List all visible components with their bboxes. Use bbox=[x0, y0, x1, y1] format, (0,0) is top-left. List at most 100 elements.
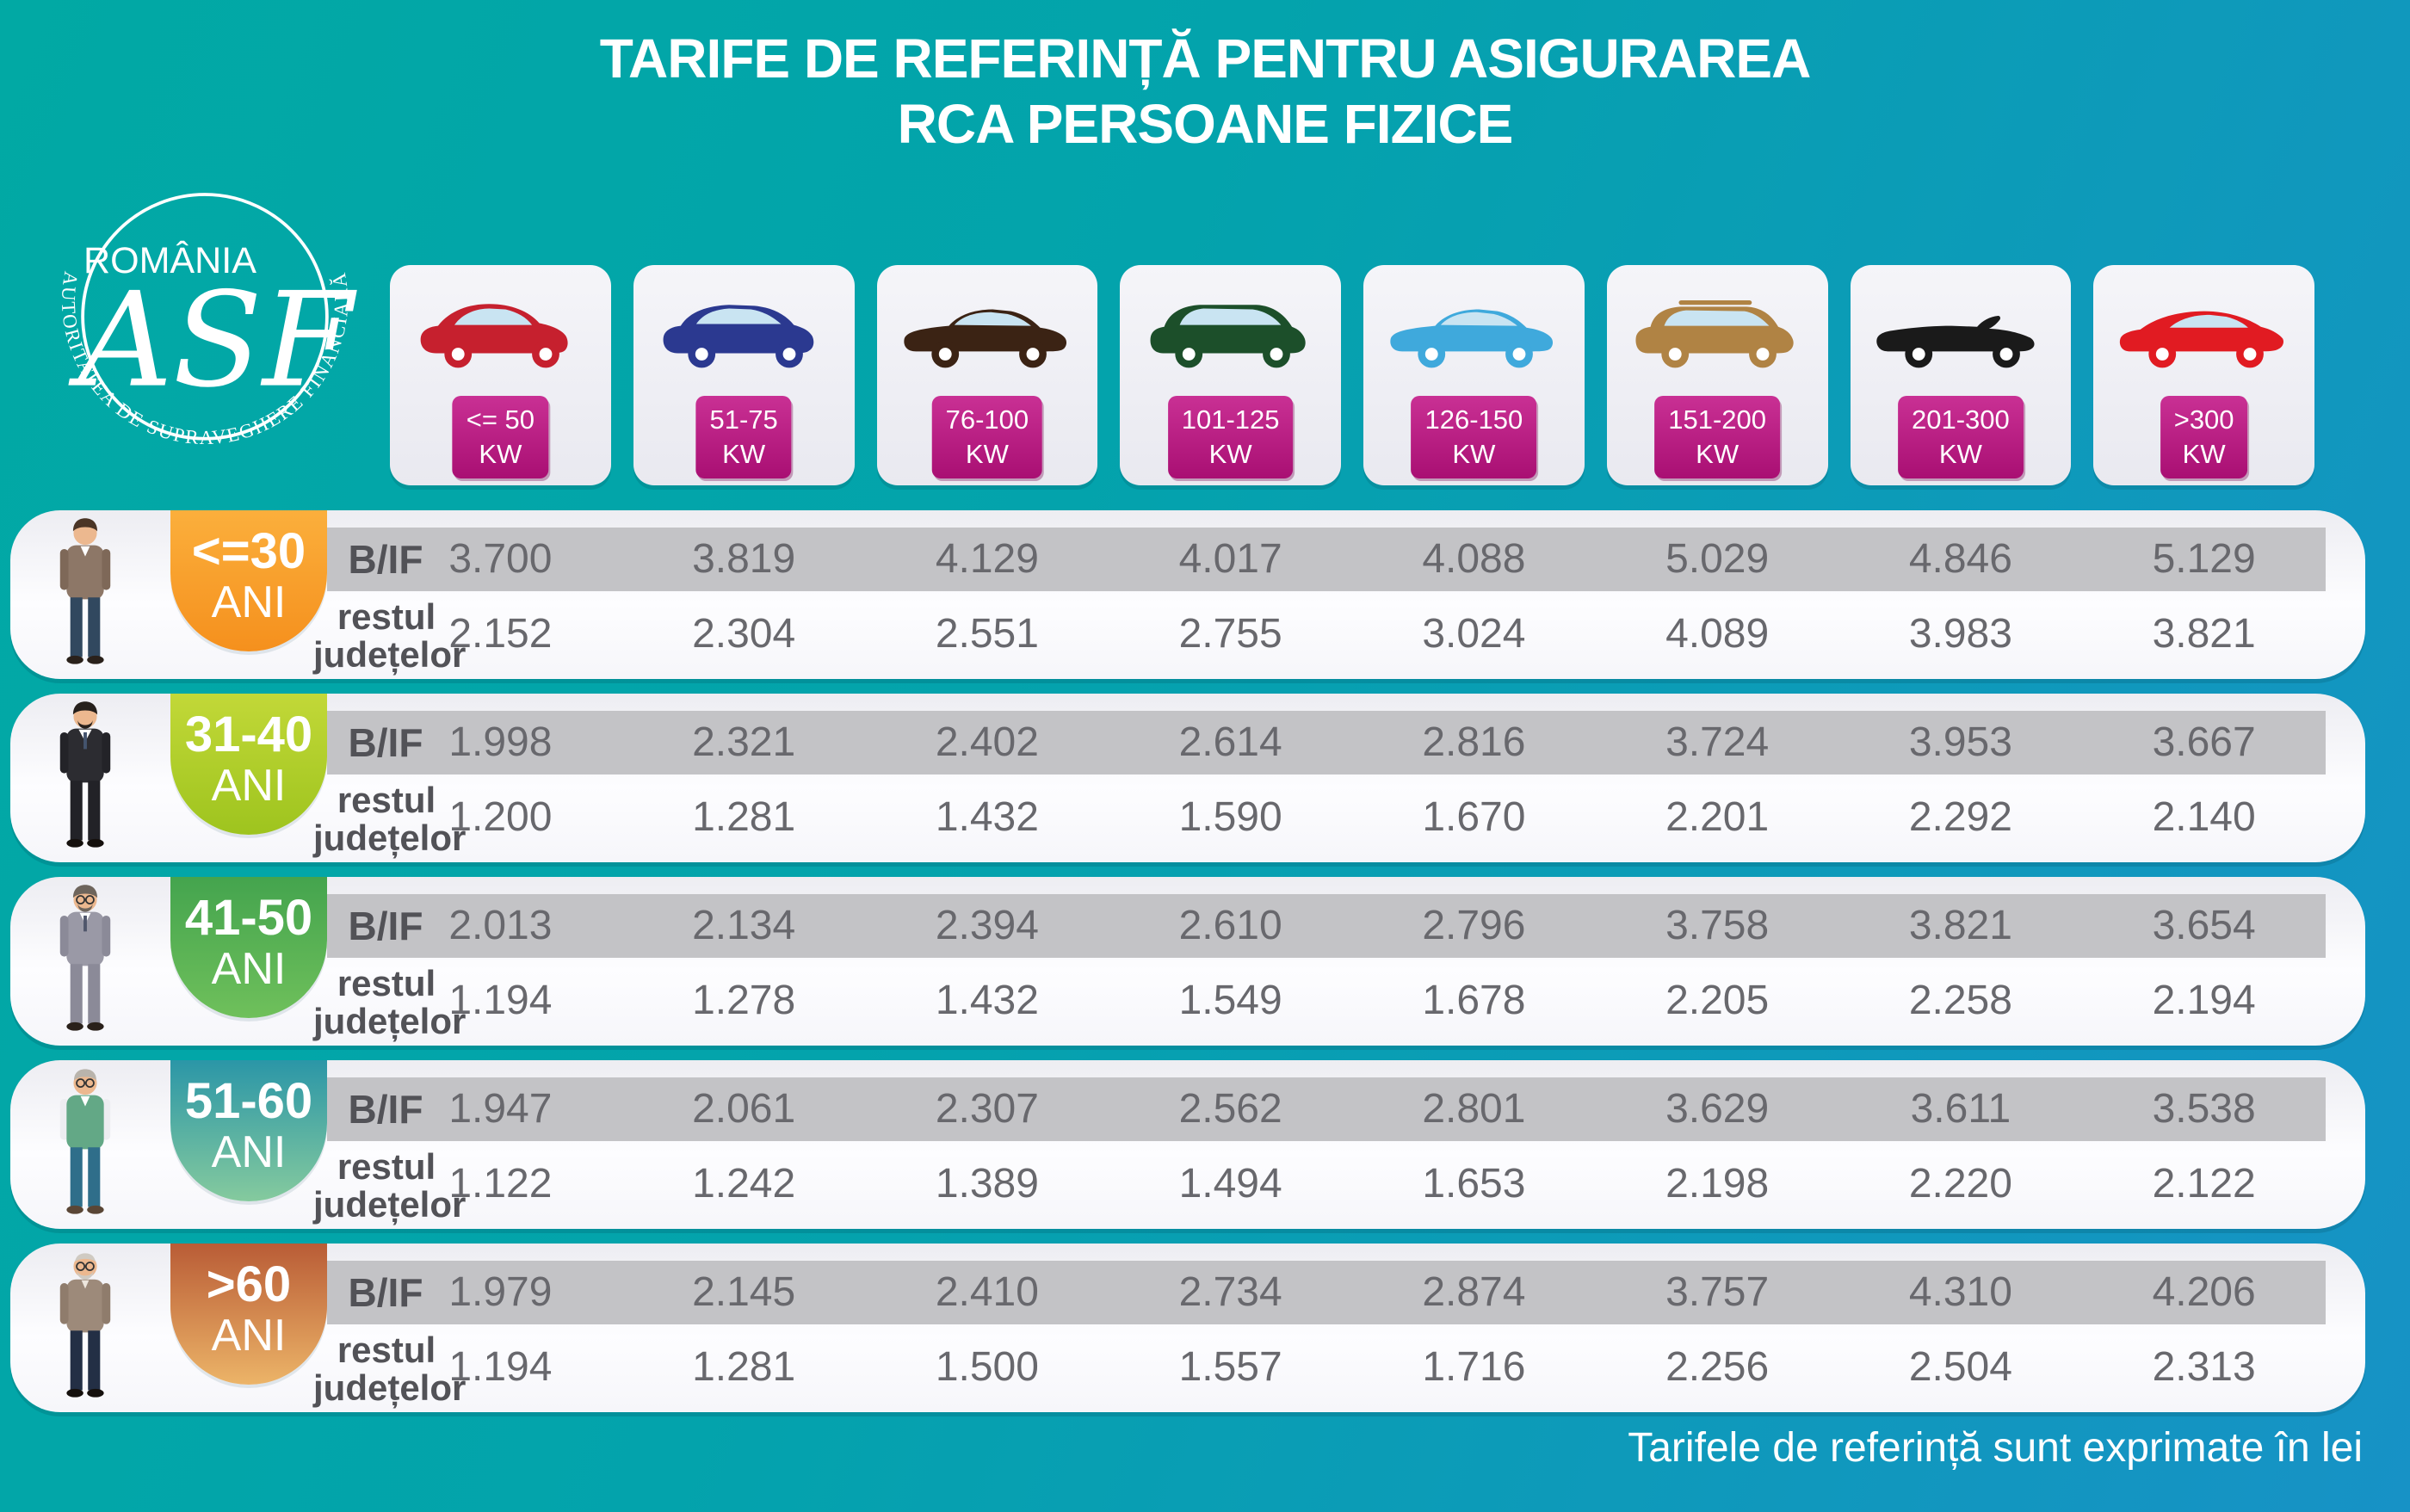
tariff-value: 1.979 bbox=[448, 1269, 553, 1315]
tariff-value: 1.389 bbox=[935, 1161, 1039, 1207]
tariff-value: 2.796 bbox=[1422, 903, 1526, 948]
power-class-card-4: 101-125 KW bbox=[1120, 265, 1341, 485]
tariff-value: 2.734 bbox=[1178, 1269, 1282, 1315]
rest-label-line2: județelor bbox=[313, 818, 467, 858]
tariff-value: 2.801 bbox=[1422, 1086, 1526, 1132]
unit-footnote: Tarifele de referință sunt exprimate în … bbox=[1628, 1425, 2363, 1471]
bif-label: B/IF bbox=[348, 537, 423, 582]
rest-values-row: 1.194 1.281 1.500 1.557 1.716 2.256 2.50… bbox=[379, 1330, 2326, 1405]
rest-values-row: 2.152 2.304 2.551 2.755 3.024 4.089 3.98… bbox=[379, 596, 2326, 672]
car-crossover-blue-icon bbox=[663, 305, 814, 368]
tariff-value: 2.504 bbox=[1908, 1344, 2012, 1390]
tariff-value: 1.500 bbox=[935, 1344, 1039, 1390]
bif-values-row: 3.700 3.819 4.129 4.017 4.088 5.029 4.84… bbox=[379, 528, 2326, 591]
power-unit: KW bbox=[722, 439, 766, 469]
tariff-value: 3.757 bbox=[1665, 1269, 1770, 1315]
age-unit: ANI bbox=[211, 761, 287, 811]
asf-romania-logo: ROMÂNIA ASF AUTORITATEA DE SUPRAVEGHERE … bbox=[58, 193, 357, 448]
tariff-value: 5.129 bbox=[2152, 536, 2256, 582]
power-unit: KW bbox=[1208, 439, 1252, 469]
bif-label: B/IF bbox=[348, 1087, 423, 1132]
rest-label-line2: județelor bbox=[313, 1001, 467, 1041]
tariff-value: 3.819 bbox=[692, 536, 796, 582]
logo-country-label: ROMÂNIA bbox=[83, 240, 256, 281]
power-class-card-2: 51-75 KW bbox=[633, 265, 855, 485]
tariff-value: 3.724 bbox=[1665, 719, 1770, 765]
age-range: 51-60 bbox=[184, 1073, 313, 1129]
tariff-value: 3.821 bbox=[2152, 611, 2256, 657]
car-suv-tan-icon bbox=[1635, 299, 1794, 368]
power-class-badge: >300 KW bbox=[2160, 396, 2248, 478]
tariff-value: 1.432 bbox=[935, 794, 1039, 840]
car-sports-red-icon bbox=[2119, 311, 2283, 368]
rest-label-line1: restul bbox=[337, 1146, 436, 1187]
age-row-41-50: 41-50 ANI B/IF restul județelor 2.013 2.… bbox=[10, 877, 2365, 1046]
power-range: 151-200 bbox=[1668, 404, 1767, 435]
power-class-badge: 76-100 KW bbox=[931, 396, 1043, 478]
power-class-card-1: <= 50 KW bbox=[390, 265, 611, 485]
car-minivan-green-icon bbox=[1150, 305, 1306, 368]
tariff-value: 3.667 bbox=[2152, 719, 2256, 765]
rest-label: restul județelor bbox=[313, 1331, 466, 1407]
tariff-value: 1.678 bbox=[1422, 978, 1526, 1023]
tariff-value: 1.670 bbox=[1422, 794, 1526, 840]
tariff-value: 3.821 bbox=[1908, 903, 2012, 948]
tariff-value: 2.402 bbox=[935, 719, 1039, 765]
power-class-badge: 126-150 KW bbox=[1411, 396, 1537, 478]
rest-label-line2: județelor bbox=[313, 1184, 467, 1225]
tariff-value: 2.061 bbox=[692, 1086, 796, 1132]
age-badge: <=30 ANI bbox=[170, 510, 327, 651]
tariff-value: 2.134 bbox=[692, 903, 796, 948]
tariff-value: 2.313 bbox=[2152, 1344, 2256, 1390]
rest-values-row: 1.200 1.281 1.432 1.590 1.670 2.201 2.29… bbox=[379, 780, 2326, 855]
tariff-value: 2.307 bbox=[935, 1086, 1039, 1132]
tariff-value: 3.700 bbox=[448, 536, 553, 582]
power-unit: KW bbox=[965, 439, 1009, 469]
tariff-value: 2.410 bbox=[935, 1269, 1039, 1315]
man-31-40-icon bbox=[59, 701, 111, 848]
tariff-value: 3.629 bbox=[1665, 1086, 1770, 1132]
age-row-51-60: 51-60 ANI B/IF restul județelor 1.947 2.… bbox=[10, 1060, 2365, 1229]
tariff-value: 2.292 bbox=[1908, 794, 2012, 840]
tariff-value: 2.816 bbox=[1422, 719, 1526, 765]
power-range: 201-300 bbox=[1911, 404, 2010, 435]
tariff-value: 1.998 bbox=[448, 719, 553, 765]
tariff-value: 4.129 bbox=[935, 536, 1039, 582]
tariff-value: 1.557 bbox=[1178, 1344, 1282, 1390]
power-class-header: <= 50 KW 51-75 KW bbox=[379, 265, 2326, 485]
page-title: TARIFE DE REFERINȚĂ PENTRU ASIGURAREA RC… bbox=[0, 26, 2410, 157]
bif-values-row: 2.013 2.134 2.394 2.610 2.796 3.758 3.82… bbox=[379, 894, 2326, 958]
power-unit: KW bbox=[1938, 439, 1982, 469]
tariff-value: 2.152 bbox=[448, 611, 553, 657]
power-class-card-3: 76-100 KW bbox=[876, 265, 1098, 485]
bif-band bbox=[327, 1261, 2326, 1324]
tariff-value: 4.088 bbox=[1422, 536, 1526, 582]
bif-label: B/IF bbox=[348, 1270, 423, 1315]
tariff-value: 2.551 bbox=[935, 611, 1039, 657]
car-city-red-icon bbox=[421, 304, 568, 368]
tariff-value: 1.716 bbox=[1422, 1344, 1526, 1390]
tariff-value: 1.549 bbox=[1178, 978, 1282, 1023]
tariff-value: 1.200 bbox=[448, 794, 553, 840]
bif-band bbox=[327, 894, 2326, 958]
age-badge: 31-40 ANI bbox=[170, 694, 327, 835]
logo-asf-monogram: ASF bbox=[68, 264, 357, 417]
tariff-value: 5.029 bbox=[1665, 536, 1770, 582]
bif-values-row: 1.947 2.061 2.307 2.562 2.801 3.629 3.61… bbox=[379, 1077, 2326, 1141]
tariff-value: 2.201 bbox=[1665, 794, 1770, 840]
power-class-card-7: 201-300 KW bbox=[1850, 265, 2072, 485]
tariff-value: 3.538 bbox=[2152, 1086, 2256, 1132]
tariff-value: 2.140 bbox=[2152, 794, 2256, 840]
title-line-2: RCA PERSOANE FIZICE bbox=[897, 93, 1514, 155]
age-unit: ANI bbox=[211, 577, 287, 627]
bif-values-row: 1.979 2.145 2.410 2.734 2.874 3.757 4.31… bbox=[379, 1261, 2326, 1324]
power-class-card-6: 151-200 KW bbox=[1606, 265, 1828, 485]
car-sedan-lightblue-icon bbox=[1390, 309, 1554, 368]
tariff-value: 1.122 bbox=[448, 1161, 553, 1207]
tariff-value: 3.983 bbox=[1908, 611, 2012, 657]
rest-label: restul județelor bbox=[313, 1146, 467, 1225]
rest-label-line2: județelor bbox=[313, 634, 467, 675]
tariff-value: 1.432 bbox=[935, 978, 1039, 1023]
tariff-value: 1.947 bbox=[448, 1086, 553, 1132]
tariff-value: 4.846 bbox=[1908, 536, 2012, 582]
